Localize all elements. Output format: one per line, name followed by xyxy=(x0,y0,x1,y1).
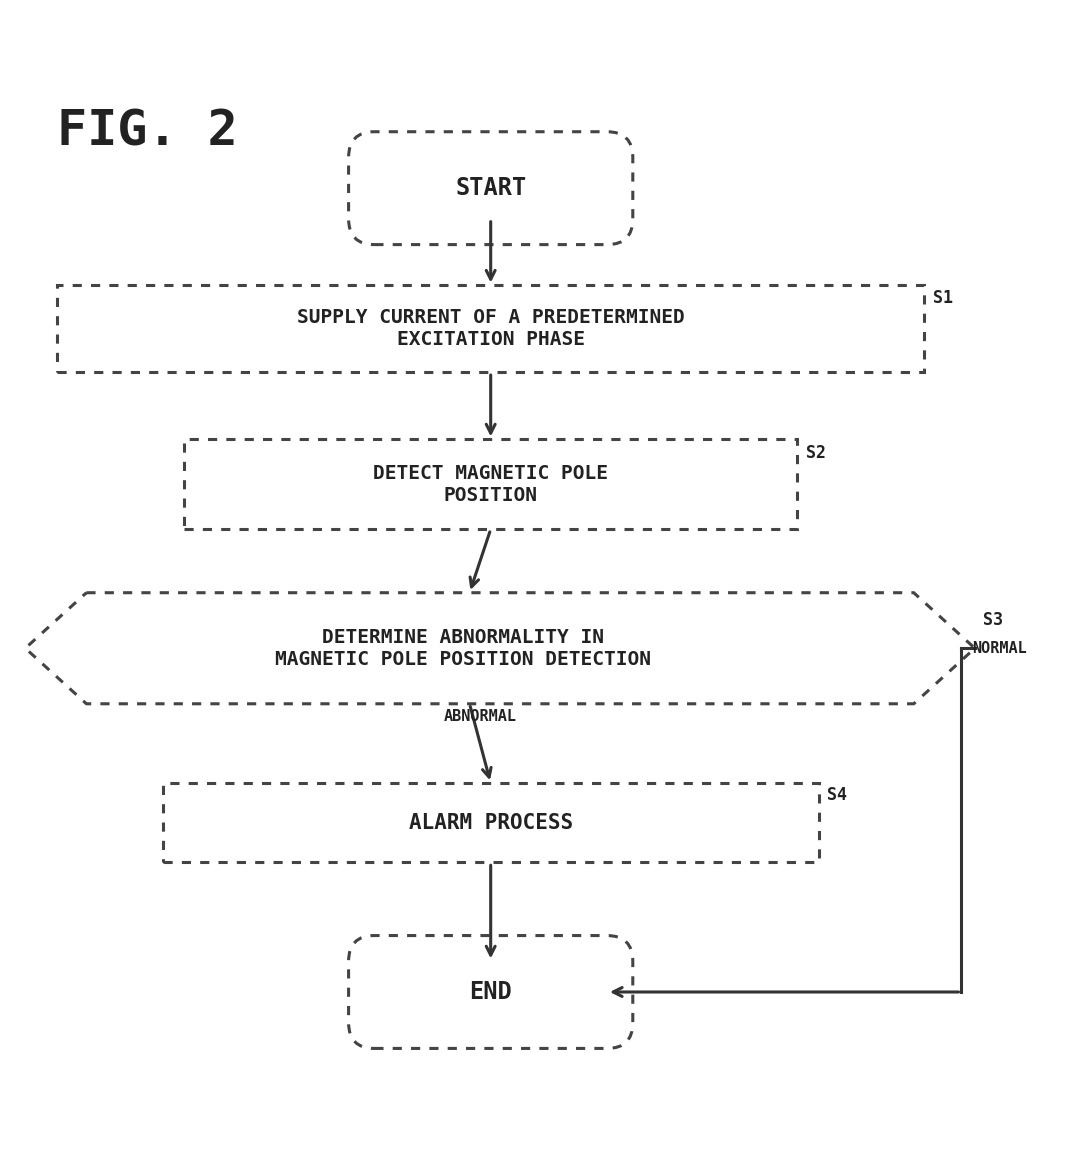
Text: FIG. 2: FIG. 2 xyxy=(58,108,238,155)
Bar xyxy=(184,439,797,530)
FancyBboxPatch shape xyxy=(349,935,633,1049)
Bar xyxy=(58,285,924,372)
Text: NORMAL: NORMAL xyxy=(972,641,1027,656)
Bar xyxy=(163,783,819,862)
Text: DETECT MAGNETIC POLE
POSITION: DETECT MAGNETIC POLE POSITION xyxy=(373,464,609,505)
FancyBboxPatch shape xyxy=(349,132,633,245)
Text: SUPPLY CURRENT OF A PREDETERMINED
EXCITATION PHASE: SUPPLY CURRENT OF A PREDETERMINED EXCITA… xyxy=(296,308,684,349)
Text: DETERMINE ABNORMALITY IN
MAGNETIC POLE POSITION DETECTION: DETERMINE ABNORMALITY IN MAGNETIC POLE P… xyxy=(275,628,651,669)
Text: ALARM PROCESS: ALARM PROCESS xyxy=(408,812,572,833)
Polygon shape xyxy=(26,592,974,704)
Text: START: START xyxy=(455,176,527,201)
Text: END: END xyxy=(469,981,512,1004)
Text: S4: S4 xyxy=(827,786,847,804)
Text: ABNORMAL: ABNORMAL xyxy=(443,709,517,724)
Text: S1: S1 xyxy=(933,290,953,307)
Text: S3: S3 xyxy=(983,612,1003,629)
Text: S2: S2 xyxy=(806,444,826,461)
